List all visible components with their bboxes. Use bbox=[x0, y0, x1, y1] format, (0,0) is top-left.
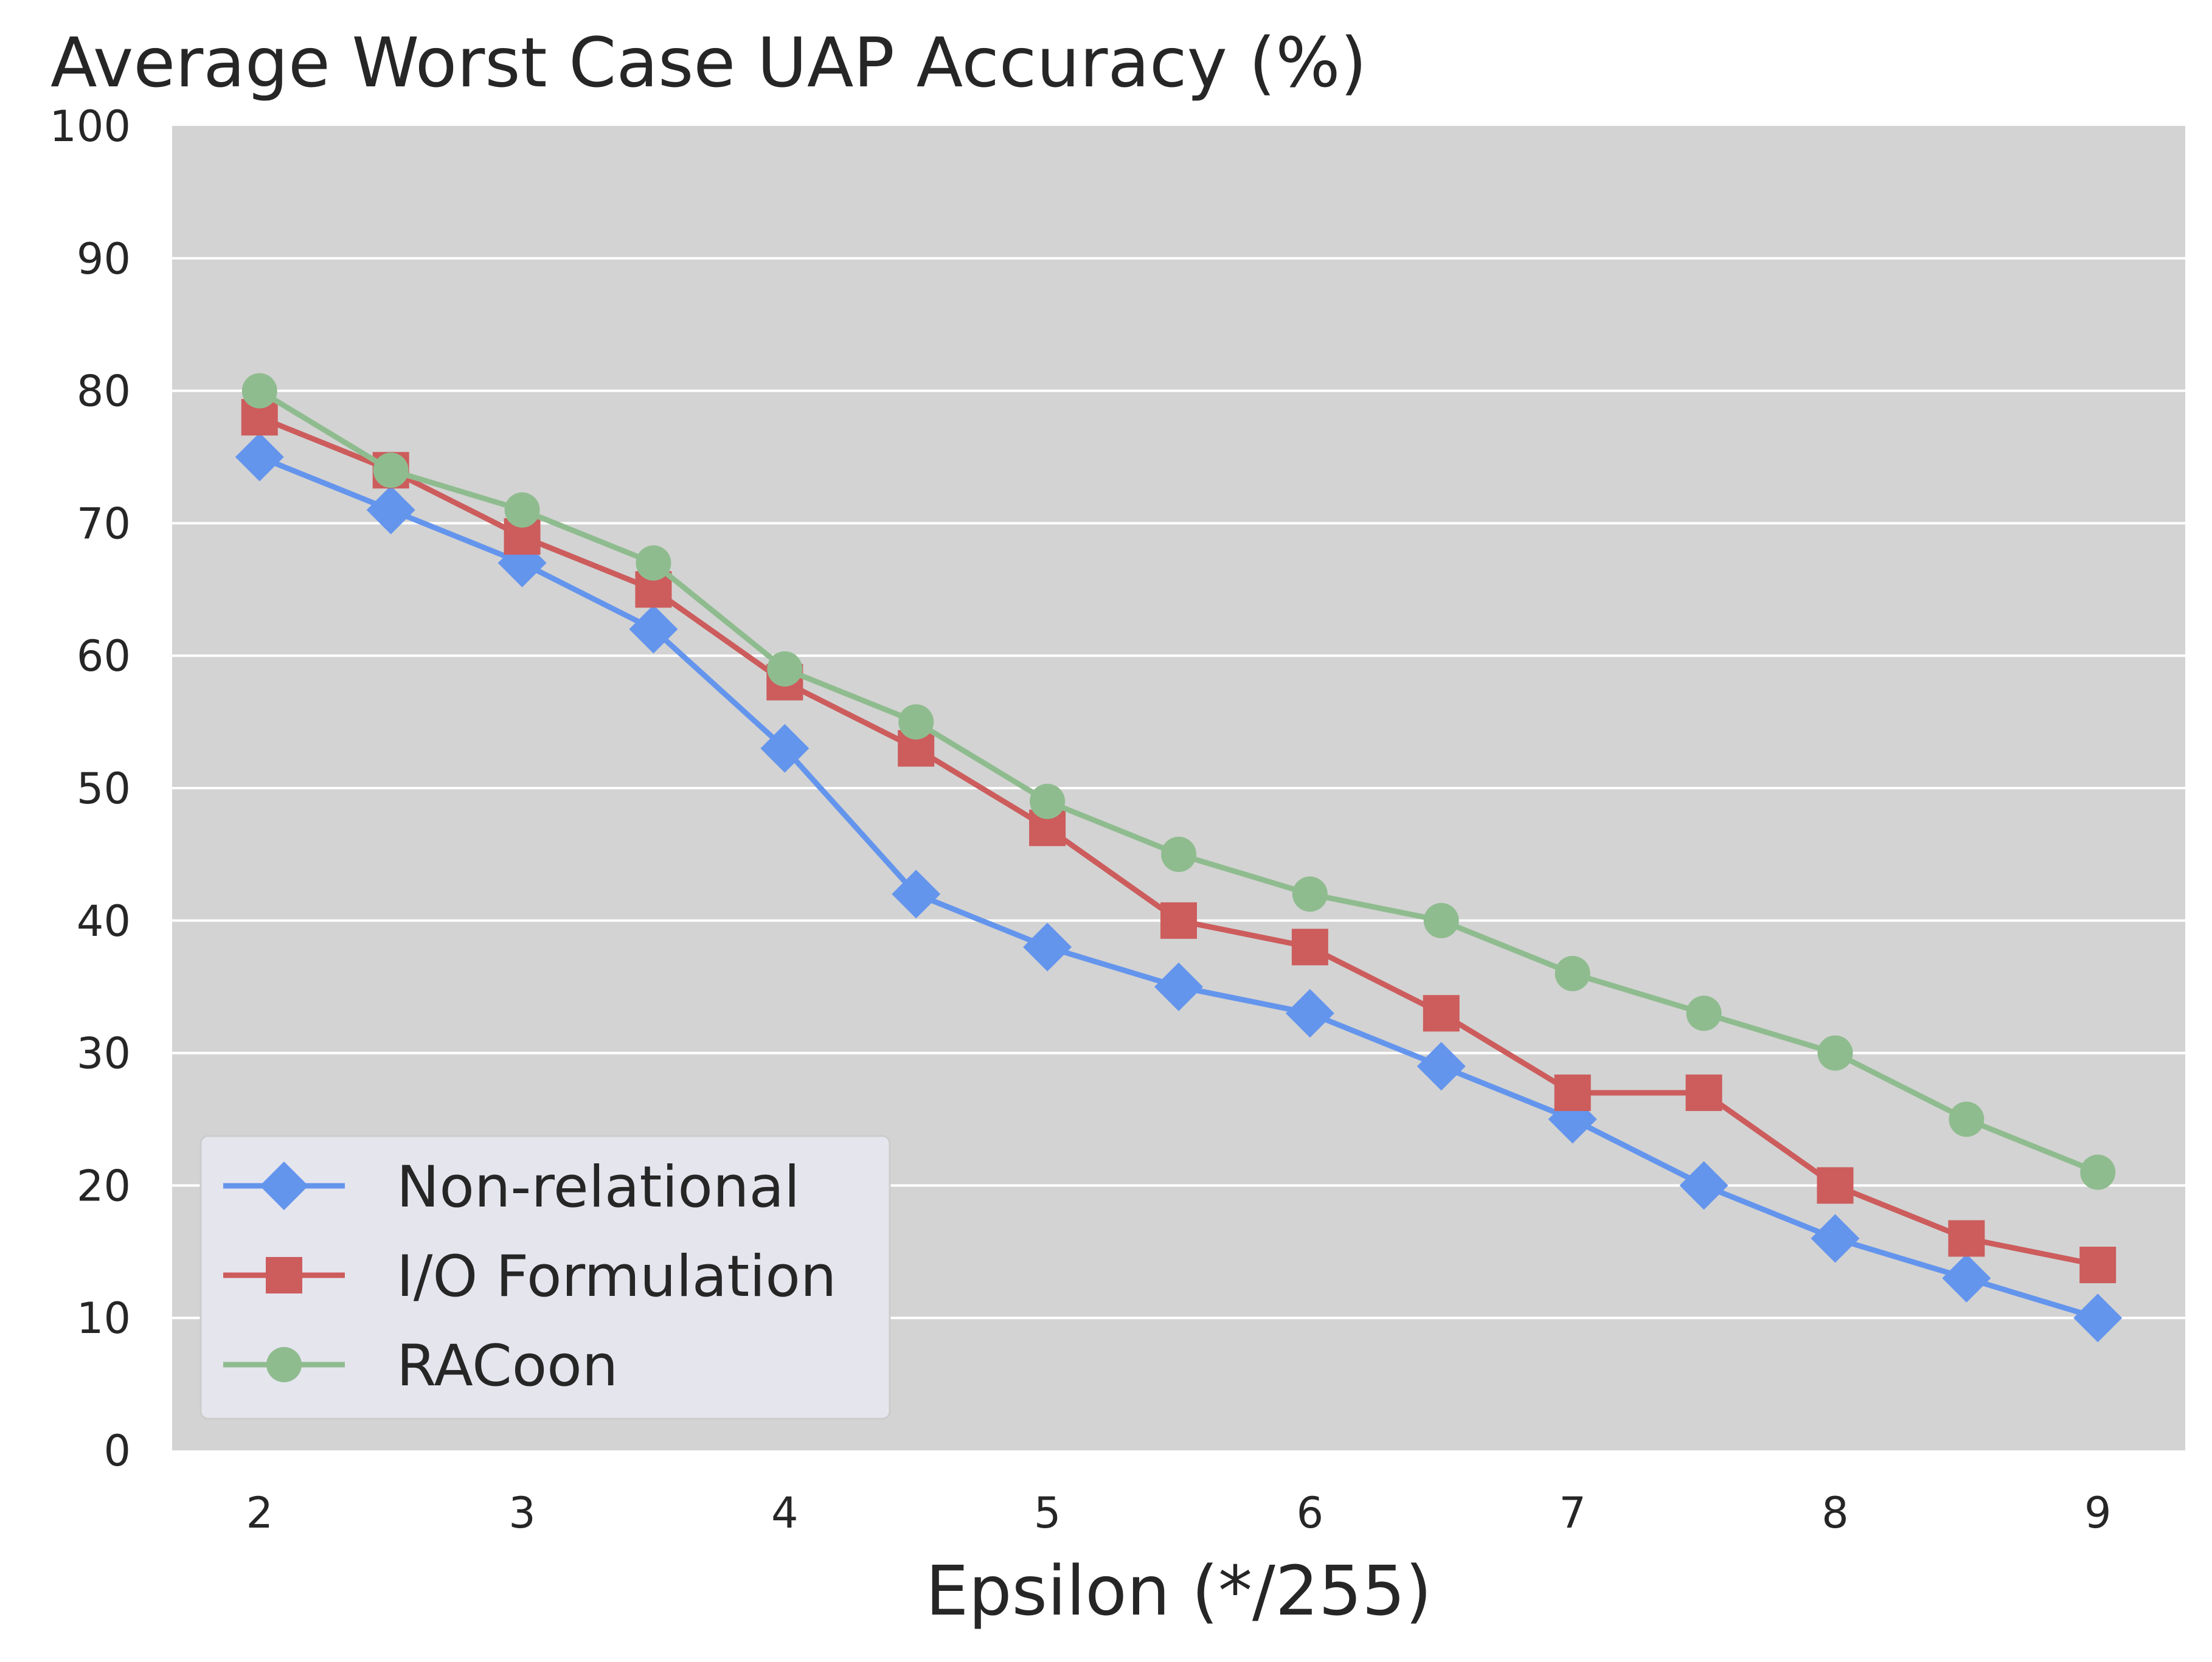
data-point bbox=[1817, 1167, 1854, 1204]
legend-marker bbox=[266, 1257, 302, 1293]
x-tick-label: 2 bbox=[246, 1488, 274, 1538]
data-point bbox=[1555, 955, 1590, 991]
data-point bbox=[1416, 1042, 1466, 1091]
x-tick-label: 9 bbox=[2084, 1488, 2112, 1538]
y-tick-label: 80 bbox=[77, 367, 131, 417]
y-tick-label: 100 bbox=[49, 102, 131, 151]
data-point bbox=[1161, 836, 1196, 872]
legend-item: RACoon bbox=[223, 1333, 618, 1399]
x-tick-label: 7 bbox=[1559, 1488, 1586, 1538]
chart-title: Average Worst Case UAP Accuracy (%) bbox=[50, 24, 1367, 103]
legend-label: I/O Formulation bbox=[397, 1244, 836, 1310]
data-point bbox=[1030, 783, 1066, 819]
series-racoon bbox=[241, 373, 2116, 1190]
y-tick-label: 60 bbox=[77, 631, 131, 681]
data-point bbox=[1423, 902, 1459, 938]
x-axis-ticks: 2 3 4 5 6 7 8 9 bbox=[246, 1488, 2112, 1538]
data-point bbox=[1942, 1253, 1991, 1303]
data-point bbox=[1817, 1035, 1853, 1071]
data-point bbox=[1685, 1074, 1722, 1111]
data-point bbox=[629, 604, 678, 654]
legend-item: I/O Formulation bbox=[223, 1244, 836, 1310]
data-point bbox=[2073, 1293, 2123, 1343]
data-point bbox=[366, 485, 415, 535]
legend-box bbox=[199, 1135, 891, 1420]
data-point bbox=[2079, 1247, 2117, 1284]
y-tick-label: 50 bbox=[77, 764, 131, 814]
y-tick-label: 40 bbox=[77, 896, 131, 946]
data-point bbox=[892, 870, 941, 919]
data-point bbox=[1423, 995, 1460, 1032]
series-layer bbox=[235, 373, 2123, 1343]
y-tick-label: 90 bbox=[77, 234, 131, 284]
x-tick-label: 4 bbox=[771, 1488, 799, 1538]
x-tick-label: 6 bbox=[1297, 1488, 1324, 1538]
data-point bbox=[504, 492, 540, 528]
x-tick-label: 3 bbox=[508, 1488, 536, 1538]
y-tick-label: 20 bbox=[77, 1161, 131, 1211]
data-point bbox=[636, 545, 671, 581]
data-point bbox=[1679, 1161, 1728, 1210]
data-point bbox=[1291, 929, 1328, 966]
x-tick-label: 8 bbox=[1822, 1488, 1849, 1538]
data-point bbox=[1686, 995, 1722, 1031]
data-point bbox=[760, 724, 810, 773]
data-point bbox=[373, 452, 409, 488]
legend-item: Non-relational bbox=[223, 1154, 800, 1221]
data-point bbox=[1949, 1101, 1985, 1137]
series-non-relational bbox=[235, 432, 2123, 1343]
y-tick-label: 0 bbox=[103, 1426, 131, 1476]
data-point bbox=[241, 373, 277, 409]
x-axis-label: Epsilon (*/255) bbox=[926, 1552, 1432, 1631]
data-point bbox=[2080, 1154, 2116, 1190]
y-tick-label: 30 bbox=[77, 1029, 131, 1079]
legend-label: Non-relational bbox=[397, 1154, 800, 1221]
data-point bbox=[1023, 923, 1072, 972]
legend: Non-relational I/O Formulation RACoon bbox=[199, 1135, 891, 1420]
data-point bbox=[1154, 962, 1203, 1011]
data-point bbox=[1292, 876, 1328, 912]
y-axis-ticks: 0 10 20 30 40 50 60 70 80 90 100 bbox=[49, 102, 131, 1476]
data-point bbox=[767, 651, 803, 687]
data-point bbox=[1160, 902, 1197, 939]
data-point bbox=[898, 704, 934, 740]
y-tick-label: 10 bbox=[77, 1293, 131, 1343]
data-point bbox=[1811, 1214, 1860, 1263]
data-point bbox=[1554, 1074, 1591, 1111]
data-point bbox=[1285, 989, 1334, 1038]
legend-marker bbox=[260, 1162, 308, 1210]
legend-marker bbox=[266, 1347, 302, 1382]
legend-label: RACoon bbox=[397, 1333, 618, 1399]
data-point bbox=[1948, 1220, 1985, 1257]
data-point bbox=[235, 432, 284, 482]
x-tick-label: 5 bbox=[1034, 1488, 1061, 1538]
y-tick-label: 70 bbox=[77, 499, 131, 549]
